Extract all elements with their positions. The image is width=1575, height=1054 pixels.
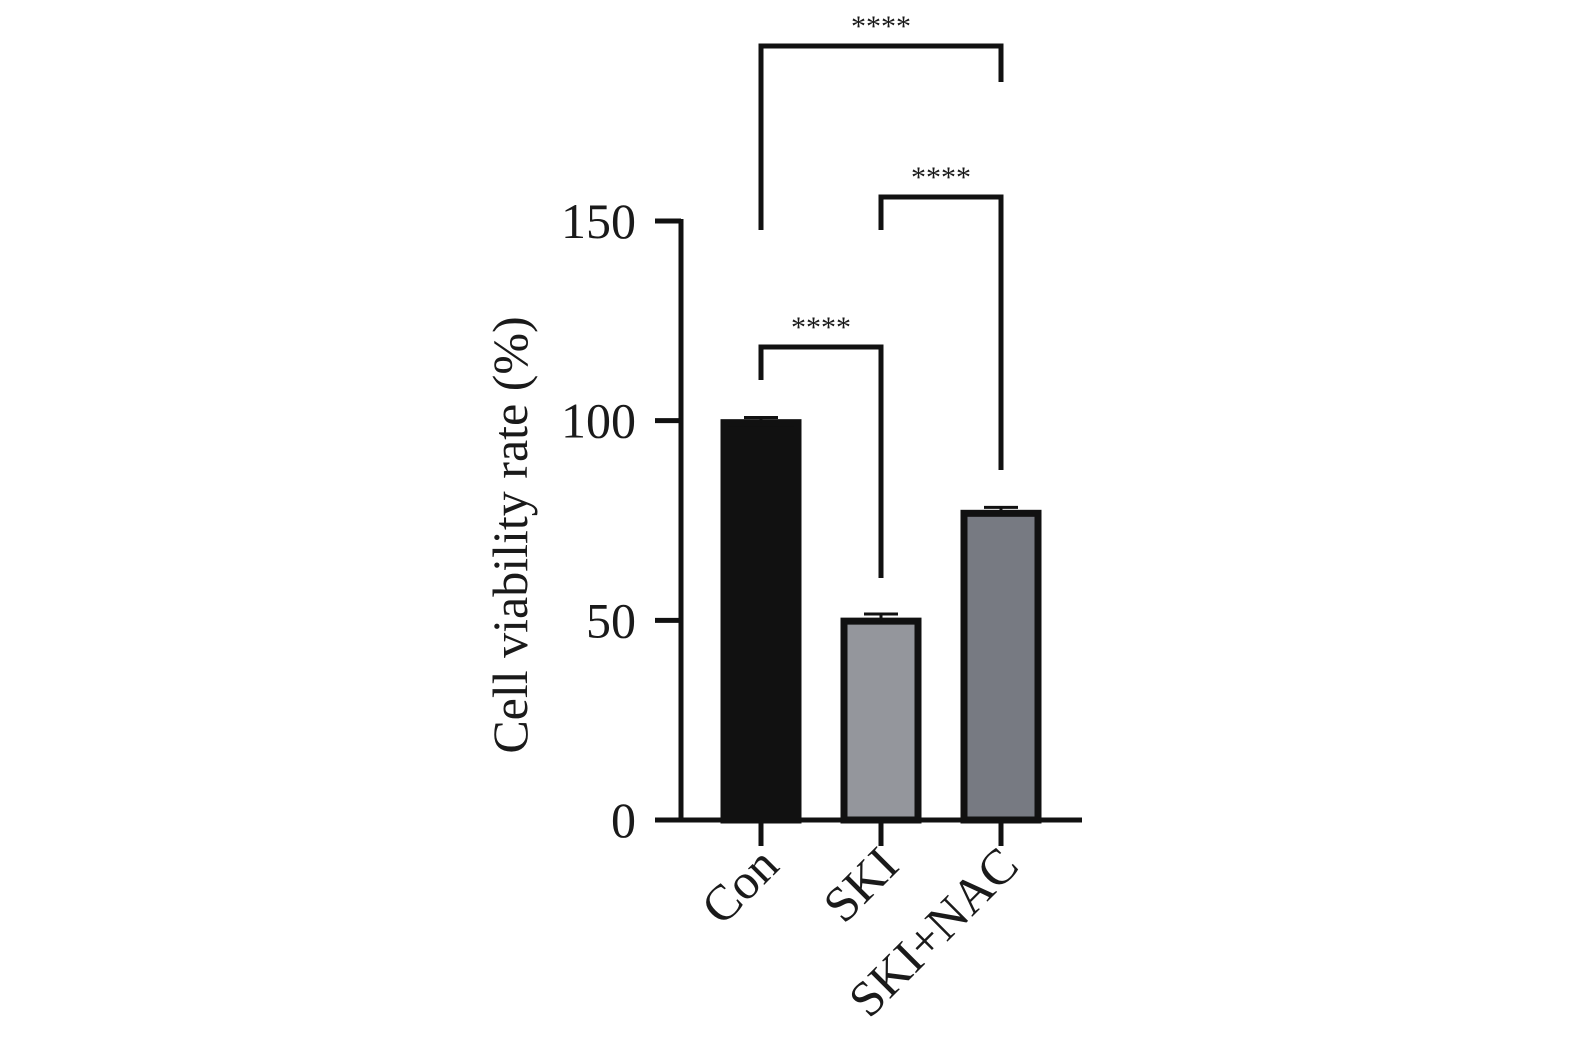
x-tick-label: Con (690, 836, 789, 935)
significance-bracket (758, 43, 1004, 230)
bar-ski-nac (960, 509, 1042, 824)
y-tick-label: 50 (586, 592, 636, 648)
y-tick-label: 150 (561, 193, 636, 249)
significance-label: **** (911, 161, 971, 194)
y-tick-label: 100 (561, 393, 636, 449)
bar-con (720, 419, 802, 824)
significance-label: **** (791, 311, 851, 344)
significance-bracket (758, 344, 884, 578)
bar-ski (840, 617, 922, 824)
significance-layer: **** **** **** (758, 10, 1004, 578)
significance-bracket (878, 194, 1004, 470)
y-axis-label: Cell viability rate (%) (482, 316, 538, 753)
significance-label: **** (851, 10, 911, 43)
y-tick-label: 0 (611, 792, 636, 848)
x-tick-label: SKI (812, 836, 909, 933)
bars-layer (720, 415, 1042, 824)
